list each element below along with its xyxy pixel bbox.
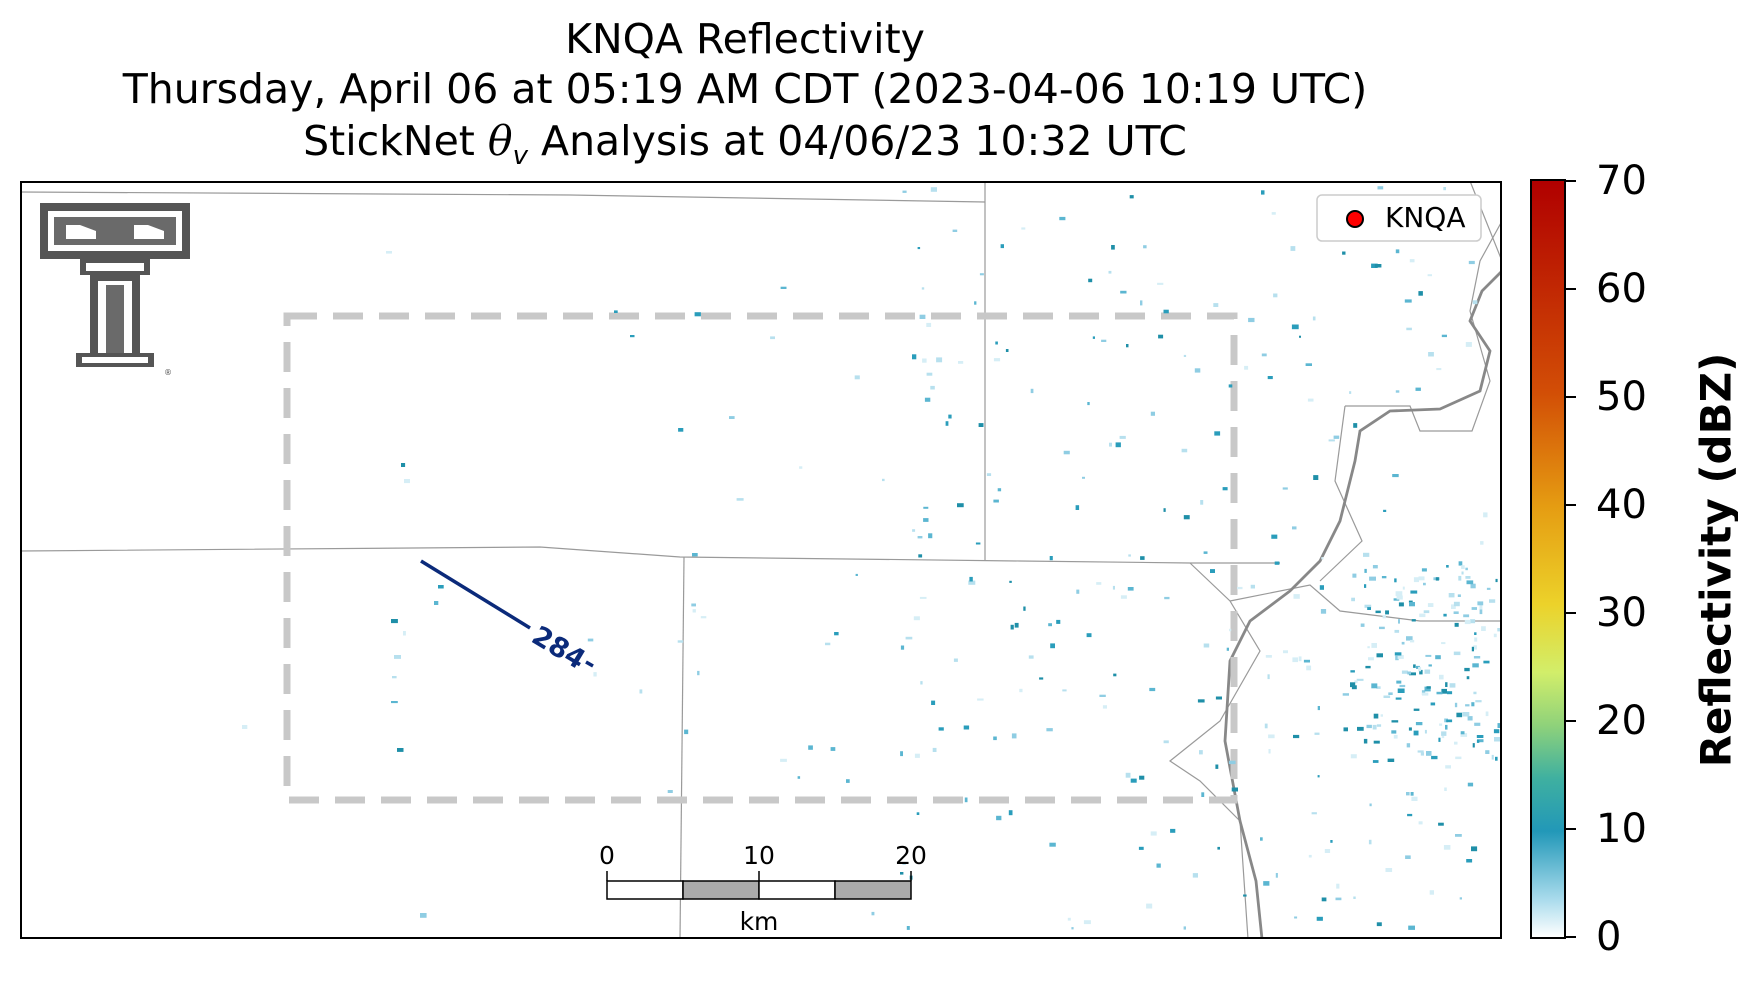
colorbar-tick-label: 20	[1596, 698, 1647, 744]
river	[1223, 270, 1502, 939]
colorbar-tick-mark	[1566, 504, 1576, 506]
title-line-2: Thursday, April 06 at 05:19 AM CDT (2023…	[122, 65, 1368, 113]
colorbar-tick-mark	[1566, 936, 1576, 938]
svg-text:®: ®	[164, 368, 172, 377]
reflectivity-echoes	[242, 186, 1502, 930]
colorbar-tick-label: 10	[1596, 806, 1647, 852]
scale-unit: km	[740, 907, 779, 936]
map-title: KNQA Reflectivity	[0, 16, 1490, 62]
scale-tick-10: 10	[743, 841, 775, 870]
colorbar-tick-mark	[1566, 828, 1576, 830]
colorbar-tick-mark	[1566, 288, 1576, 290]
theta-symbol: θ	[487, 117, 513, 165]
scale-bar: 0 10 20 km	[599, 841, 927, 936]
colorbar-tick-mark	[1566, 720, 1576, 722]
title-line-1: KNQA Reflectivity	[565, 15, 925, 63]
scale-tick-20: 20	[895, 841, 927, 870]
legend-label: KNQA	[1385, 201, 1466, 234]
colorbar-tick-mark	[1566, 180, 1576, 182]
scale-tick-0: 0	[599, 841, 615, 870]
texas-tech-logo: ®	[40, 203, 190, 377]
colorbar-tick-mark	[1566, 396, 1576, 398]
colorbar-tick-label: 40	[1596, 482, 1647, 528]
analysis-domain-box	[283, 312, 1238, 804]
map-legend: KNQA	[1316, 194, 1482, 242]
colorbar-tick-label: 0	[1596, 914, 1622, 960]
colorbar-tick-label: 30	[1596, 590, 1647, 636]
map-datetime: Thursday, April 06 at 05:19 AM CDT (2023…	[0, 66, 1490, 112]
title-line-3-suffix: Analysis at 04/06/23 10:32 UTC	[527, 117, 1187, 165]
colorbar-tick-label: 60	[1596, 266, 1647, 312]
county-boundaries	[20, 181, 1502, 939]
colorbar-tick-label: 70	[1596, 158, 1647, 204]
map-analysis-title: StickNet θv Analysis at 04/06/23 10:32 U…	[0, 118, 1490, 179]
reflectivity-colorbar	[1530, 179, 1566, 939]
colorbar-tick-label: 50	[1596, 374, 1647, 420]
radar-map: 284 ® KNQA 0 10 20 km	[20, 181, 1502, 939]
colorbar-tick-mark	[1566, 612, 1576, 614]
theta-subscript: v	[512, 141, 528, 172]
title-line-3-prefix: StickNet	[303, 117, 488, 165]
knqa-radar-marker	[1346, 210, 1364, 228]
map-frame	[20, 181, 1502, 939]
colorbar-title: Reflectivity (dBZ)	[1691, 352, 1738, 768]
